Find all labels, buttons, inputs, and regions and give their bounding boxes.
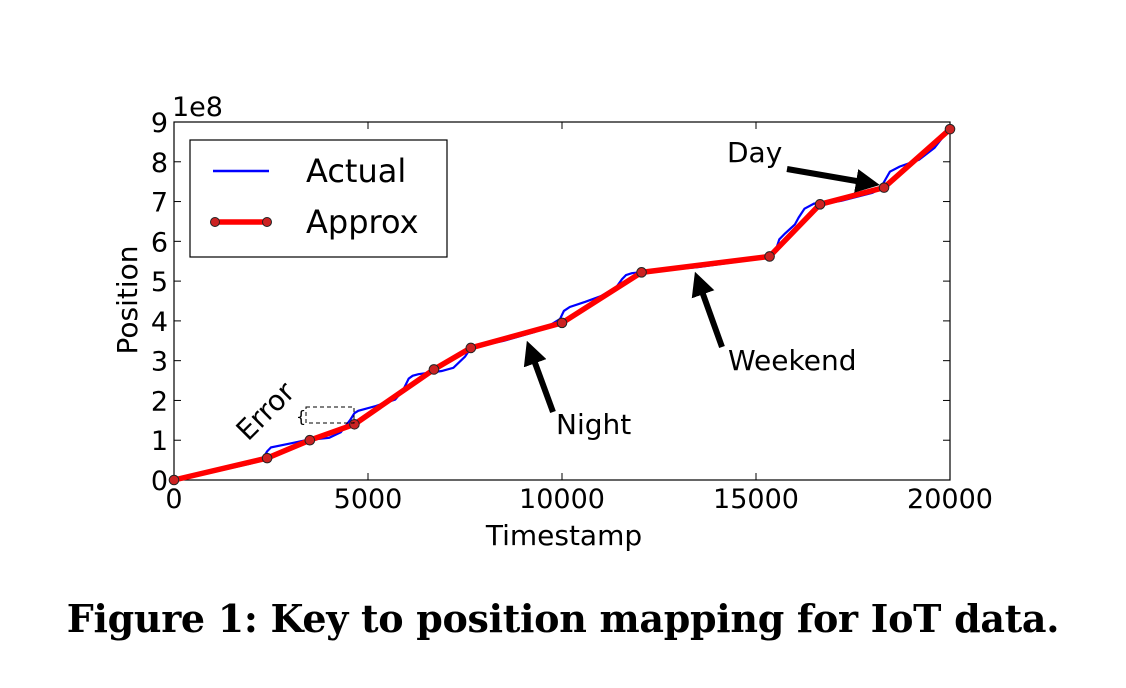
- y-axis-label: Position: [111, 245, 144, 354]
- x-tick-label: 0: [165, 484, 182, 515]
- legend: Actual Approx: [189, 139, 448, 258]
- approx-point: [304, 434, 316, 446]
- y-tick-label: 7: [151, 188, 168, 219]
- y-tick-label: 1: [151, 426, 168, 457]
- figure-caption: Figure 1: Key to position mapping for Io…: [66, 596, 1060, 641]
- y-tick-label: 2: [151, 386, 168, 417]
- approx-point: [428, 364, 440, 375]
- approx-point: [261, 452, 273, 464]
- error-bracket: {: [296, 406, 355, 426]
- annotation-night-arrow: [523, 340, 556, 414]
- approx-point: [168, 474, 180, 486]
- svg-text:{: {: [296, 407, 306, 426]
- approx-point: [878, 182, 890, 193]
- approx-point: [349, 419, 360, 430]
- legend-actual-label: Actual: [306, 152, 406, 190]
- legend-approx-marker-right: [262, 217, 272, 227]
- annotation-day-arrow: [786, 166, 880, 193]
- x-tick-label: 10000: [519, 484, 605, 515]
- y-tick-label: 4: [151, 307, 168, 338]
- approx-point: [556, 317, 568, 329]
- y-tick-label: 0: [151, 466, 168, 497]
- legend-box: [189, 139, 448, 258]
- y-tick-label: 5: [151, 267, 168, 298]
- approx-series-line: [173, 127, 952, 483]
- approx-point: [636, 267, 647, 278]
- annotation-error: Error: [230, 375, 302, 447]
- y-axis-ticks: 0 1 2 3 4 5 6 7 8 9: [151, 108, 950, 497]
- x-axis-label: Timestamp: [485, 519, 642, 552]
- x-tick-label: 5000: [334, 484, 403, 515]
- annotation-weekend: Weekend: [728, 344, 856, 377]
- approx-point: [944, 123, 956, 135]
- y-tick-label: 9: [151, 108, 168, 139]
- y-tick-label: 8: [151, 148, 168, 179]
- x-tick-label: 15000: [713, 484, 799, 515]
- x-tick-label: 20000: [907, 484, 993, 515]
- approx-point: [465, 342, 477, 354]
- approx-series-points: [168, 123, 956, 486]
- y-tick-label: 6: [151, 227, 168, 258]
- approx-point: [814, 199, 826, 210]
- annotation-weekend-arrow: [691, 271, 725, 349]
- approx-point: [764, 251, 775, 262]
- x-axis-ticks: 0 5000 10000 15000 20000: [165, 122, 993, 515]
- annotation-night: Night: [556, 408, 631, 441]
- legend-approx-marker-left: [210, 217, 220, 227]
- y-multiplier-label: 1e8: [172, 92, 223, 123]
- y-tick-label: 3: [151, 347, 168, 378]
- annotation-day: Day: [727, 136, 782, 169]
- legend-approx-label: Approx: [306, 203, 419, 241]
